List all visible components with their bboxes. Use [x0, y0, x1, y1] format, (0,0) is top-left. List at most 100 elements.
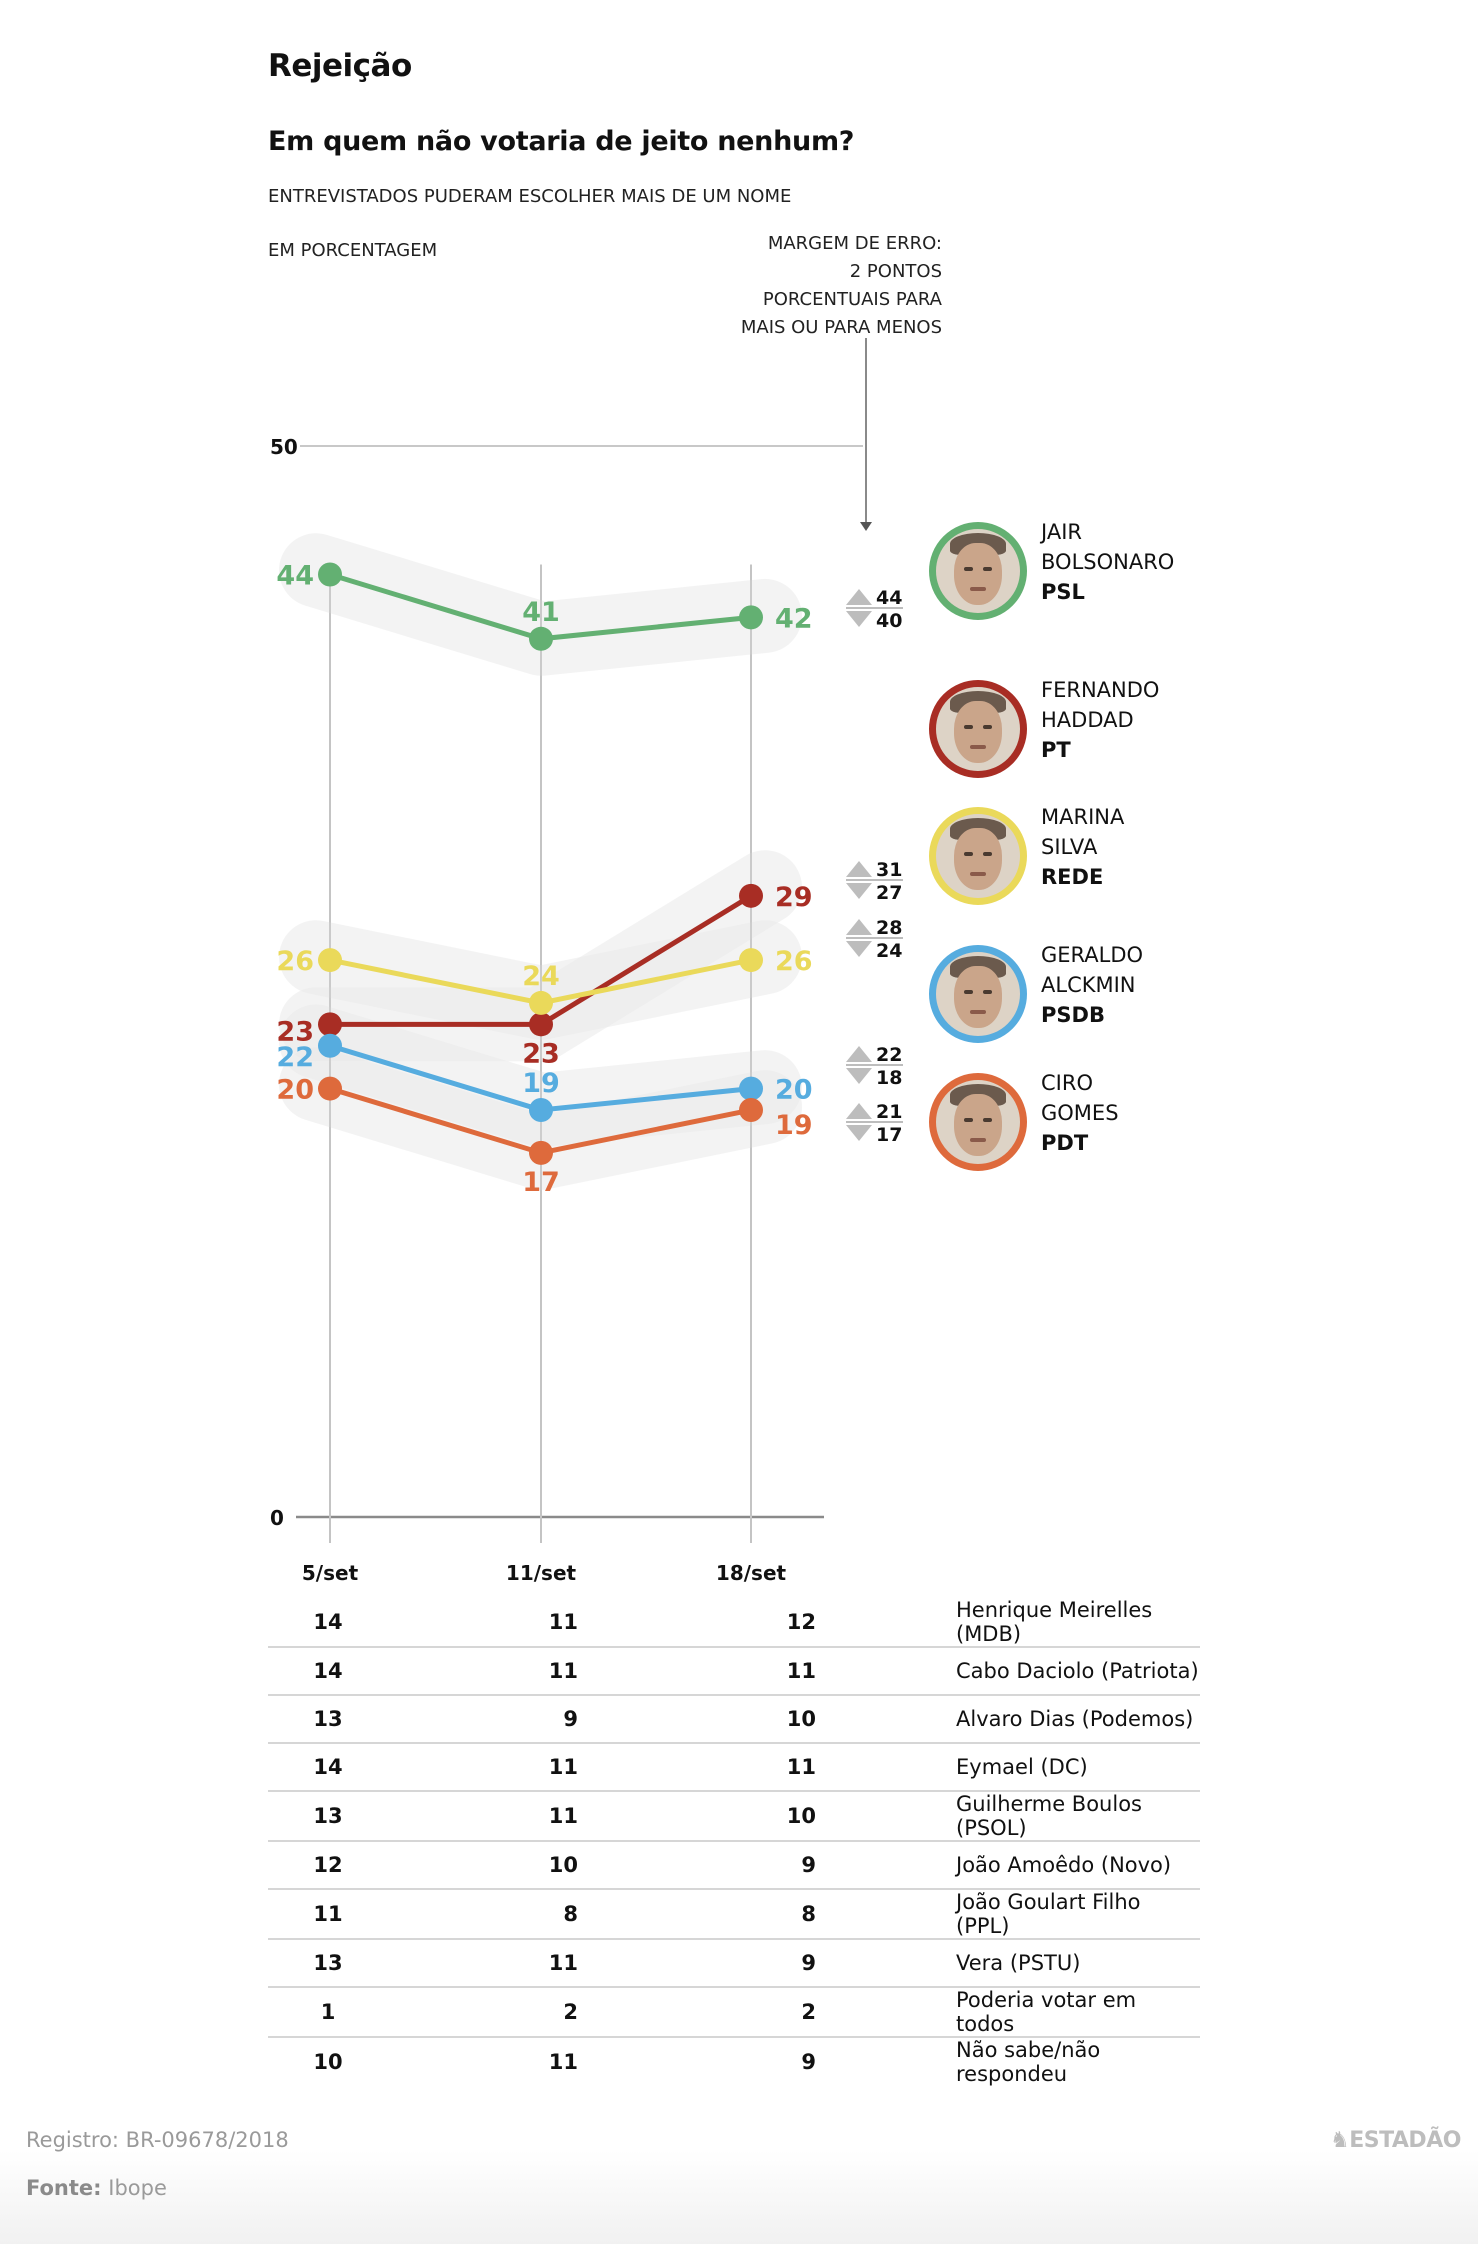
value-11set: 8: [388, 1889, 578, 1940]
value-18set: 10: [578, 1695, 816, 1744]
mouth-shape: [970, 1138, 986, 1142]
eye-shape: [983, 725, 992, 729]
candidate-label: Guilherme Boulos (PSOL): [816, 1791, 1200, 1842]
triangle-up-icon: [846, 919, 872, 935]
margin-note-line: PORCENTUAIS PARA: [762, 289, 942, 310]
value-11set: 11: [388, 1743, 578, 1792]
table-row: 14 11 12 Henrique Meirelles (MDB): [268, 1598, 1200, 1648]
value-11set: 9: [388, 1695, 578, 1744]
mouth-shape: [970, 1010, 986, 1014]
triangle-down-icon: [846, 1125, 872, 1141]
candidate-last-name: GOMES: [1041, 1101, 1119, 1125]
data-point: [318, 1033, 342, 1058]
data-label: 19: [522, 1068, 560, 1099]
data-point: [529, 1140, 553, 1165]
face-shape: [954, 966, 1002, 1028]
value-18set: 9: [578, 1841, 816, 1890]
value-11set: 11: [388, 1598, 578, 1648]
value-5set: 10: [313, 2050, 343, 2074]
face-shape: [954, 543, 1002, 605]
candidate-name: FERNANDO HADDAD PT: [1041, 675, 1159, 765]
candidate-party: PT: [1041, 738, 1071, 762]
eye-shape: [964, 852, 973, 856]
candidate-first-name: CIRO: [1041, 1071, 1093, 1095]
value-5set: 1: [268, 1987, 388, 2038]
triangle-up-icon: [846, 589, 872, 605]
data-point: [529, 990, 553, 1015]
candidate-label: Não sabe/não respondeu: [956, 2038, 1101, 2086]
x-tick-label: 18/set: [716, 1561, 787, 1585]
data-label: 24: [522, 961, 560, 992]
data-label: 42: [775, 603, 813, 634]
x-tick-label: 11/set: [506, 1561, 577, 1585]
candidate-name: GERALDO ALCKMIN PSDB: [1041, 940, 1143, 1030]
table-row: 13 9 10 Alvaro Dias (Podemos): [268, 1695, 1200, 1744]
registration-number: Registro: BR-09678/2018: [26, 2128, 289, 2152]
note-multiple-choice: ENTREVISTADOS PUDERAM ESCOLHER MAIS DE U…: [268, 186, 792, 207]
triangle-up-icon: [846, 1046, 872, 1062]
candidate-label: Poderia votar em todos: [816, 1987, 1200, 2038]
data-label: 19: [775, 1110, 813, 1141]
candidate-label: Eymael (DC): [816, 1743, 1200, 1792]
value-18set: 10: [578, 1791, 816, 1842]
data-point: [739, 1098, 763, 1123]
value-11set: 10: [388, 1841, 578, 1890]
range-high: 22: [876, 1044, 902, 1066]
x-tick-label: 5/set: [302, 1561, 359, 1585]
value-18set: 11: [578, 1743, 816, 1792]
range-low: 18: [876, 1067, 902, 1089]
data-point: [318, 948, 342, 973]
range-low: 27: [876, 882, 902, 904]
candidate-avatar: [926, 677, 1036, 787]
candidate-party: PSDB: [1041, 1003, 1105, 1027]
candidate-name: MARINA SILVA REDE: [1041, 802, 1124, 892]
source: Fonte: Ibope: [26, 2176, 167, 2200]
eye-shape: [964, 567, 973, 571]
estadao-logo[interactable]: ♞ESTADÃO: [1330, 2128, 1461, 2153]
data-label: 26: [276, 946, 314, 977]
value-5set: 11: [268, 1889, 388, 1940]
candidate-name: JAIR BOLSONARO PSL: [1041, 517, 1174, 607]
value-18set: 2: [578, 1987, 816, 2038]
data-label: 29: [775, 882, 813, 913]
table-row: 12 10 9 João Amoêdo (Novo): [268, 1841, 1200, 1890]
value-5set: 14: [268, 1598, 388, 1648]
face-shape: [954, 1094, 1002, 1156]
source-value: Ibope: [108, 2176, 167, 2200]
value-5set: 12: [268, 1841, 388, 1890]
line-chart: 50 0 5/set 11/set 18/set 44 41 42 23 23 29 26 24 26 22…: [270, 338, 903, 1585]
margin-arrow-head-icon: [860, 522, 872, 531]
eye-shape: [964, 990, 973, 994]
data-point: [529, 626, 553, 651]
data-labels: 44 41 42 23 23 29 26 24 26 22 19 20 20 17 19: [276, 561, 812, 1198]
candidate-last-name: ALCKMIN: [1041, 973, 1136, 997]
margin-note-line: MARGEM DE ERRO:: [767, 233, 942, 254]
data-label: 20: [775, 1075, 813, 1106]
data-label: 17: [522, 1167, 560, 1198]
eye-shape: [983, 1118, 992, 1122]
face-shape: [954, 701, 1002, 763]
value-11set: 11: [388, 1939, 578, 1988]
triangle-down-icon: [846, 883, 872, 899]
range-low: 40: [876, 610, 902, 632]
estadao-horse-icon: ♞: [1330, 2128, 1350, 2153]
candidate-label: Alvaro Dias (Podemos): [816, 1695, 1200, 1744]
data-point: [318, 1076, 342, 1101]
triangle-up-icon: [846, 861, 872, 877]
data-label: 44: [276, 561, 314, 592]
table-row: 13 11 10 Guilherme Boulos (PSOL): [268, 1791, 1200, 1842]
candidate-label: Henrique Meirelles (MDB): [816, 1598, 1200, 1648]
candidate-label: Vera (PSTU): [816, 1939, 1200, 1988]
eye-shape: [983, 990, 992, 994]
data-label: 22: [276, 1042, 314, 1073]
candidate-avatar: [926, 519, 1036, 629]
data-point: [318, 562, 342, 587]
value-11set: 11: [388, 1791, 578, 1842]
logo-text: ESTADÃO: [1349, 2128, 1461, 2153]
candidate-avatar: [926, 1070, 1036, 1180]
candidate-label: João Goulart Filho (PPL): [816, 1889, 1200, 1940]
mouth-shape: [970, 745, 986, 749]
